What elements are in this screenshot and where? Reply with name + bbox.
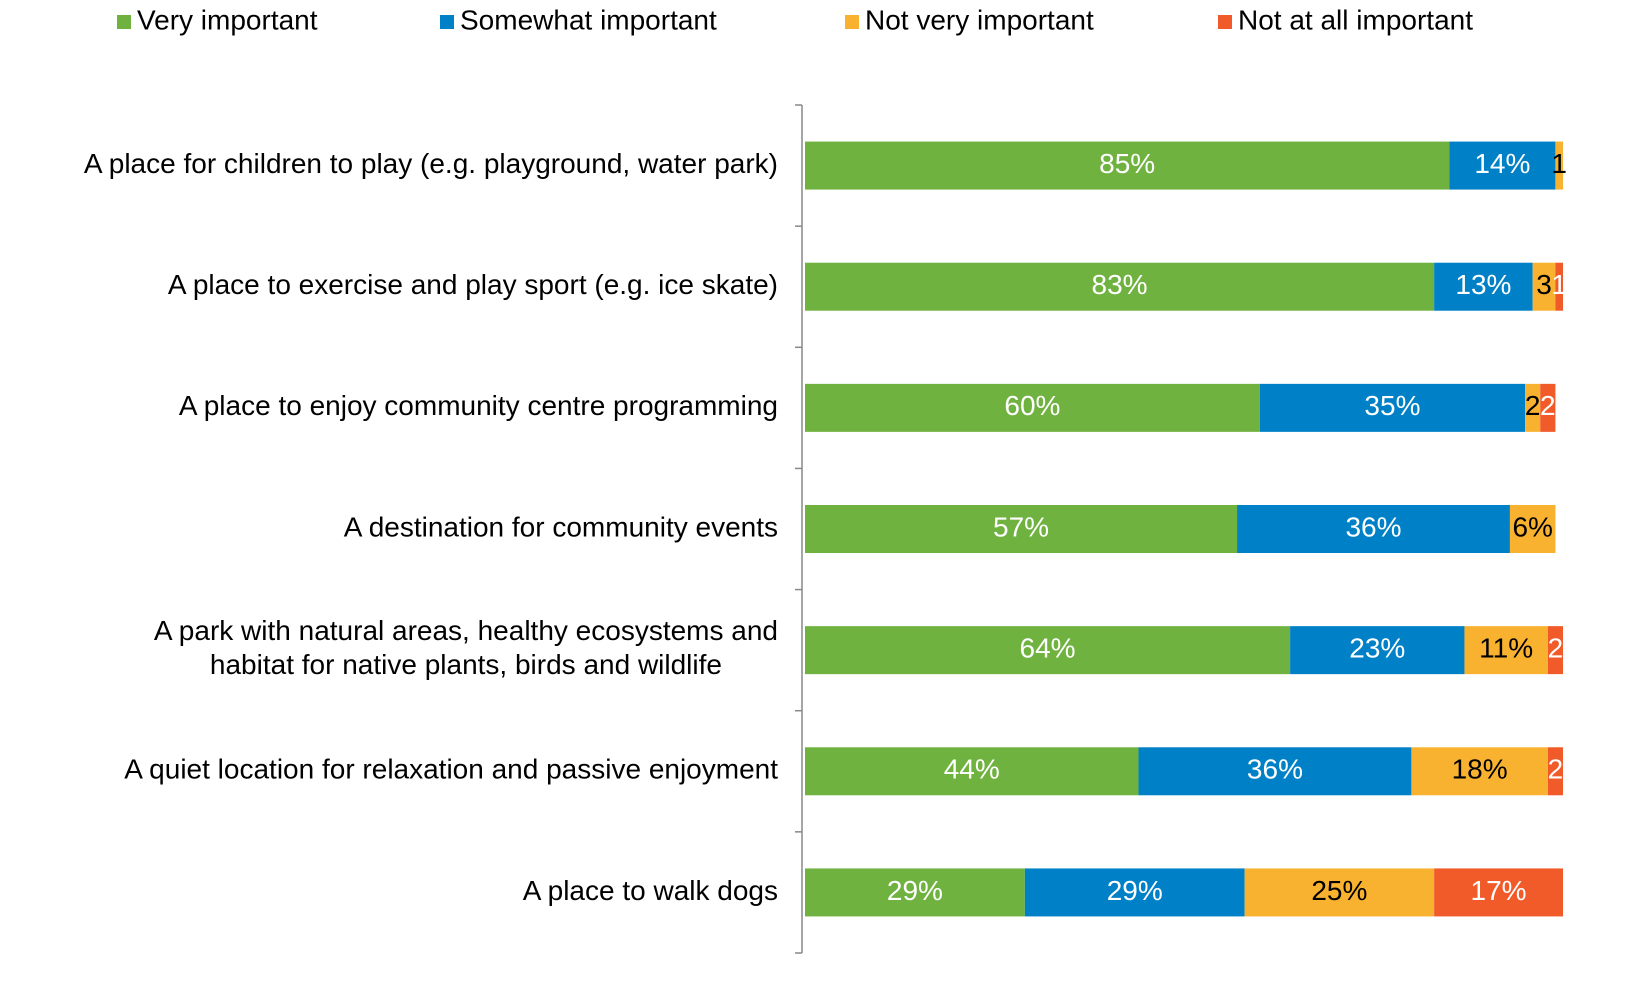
data-label: 2 — [1548, 633, 1564, 664]
data-label: 6% — [1512, 511, 1552, 542]
category-label: A place for children to play (e.g. playg… — [84, 148, 778, 179]
bar-segment — [1547, 626, 1563, 675]
data-label: 2 — [1548, 754, 1564, 785]
bar-segment — [1525, 383, 1541, 432]
bar-segment — [1024, 868, 1245, 917]
legend-swatch — [1218, 15, 1232, 29]
category-label: A park with natural areas, healthy ecosy… — [154, 616, 778, 681]
legend-label: Very important — [137, 4, 318, 35]
data-label: 57% — [993, 511, 1049, 542]
bar-segment — [805, 747, 1139, 796]
data-label: 1 — [1551, 269, 1567, 300]
bar-segment — [1547, 747, 1563, 796]
legend-label: Not at all important — [1238, 4, 1473, 35]
bar-segment — [1434, 262, 1533, 311]
legend-swatch — [440, 15, 454, 29]
bar-segment — [805, 868, 1025, 917]
data-label: 44% — [944, 754, 1000, 785]
bar-segment — [805, 141, 1450, 190]
data-label: 1 — [1551, 148, 1567, 179]
bar-segment — [1244, 868, 1435, 917]
bar-segment — [1555, 262, 1563, 311]
bar-segment — [805, 626, 1291, 675]
bar-segment — [805, 262, 1435, 311]
legend-swatch — [117, 15, 131, 29]
data-label: 2 — [1525, 390, 1541, 421]
bar-segment — [1290, 626, 1465, 675]
data-label: 18% — [1452, 754, 1508, 785]
data-label: 23% — [1349, 633, 1405, 664]
category-label: A place to enjoy community centre progra… — [179, 390, 778, 421]
legend-swatch — [845, 15, 859, 29]
bar-segment — [1434, 868, 1563, 917]
legend-label: Somewhat important — [460, 4, 717, 35]
data-label: 25% — [1311, 875, 1367, 906]
data-label: 35% — [1364, 390, 1420, 421]
bar-segment — [1532, 262, 1556, 311]
data-label: 29% — [1107, 875, 1163, 906]
data-label: 29% — [887, 875, 943, 906]
data-label: 36% — [1345, 511, 1401, 542]
category-label: A destination for community events — [344, 511, 778, 542]
data-label: 83% — [1092, 269, 1148, 300]
bar-segment — [1259, 383, 1526, 432]
data-label: 85% — [1099, 148, 1155, 179]
bar-segment — [1411, 747, 1548, 796]
bar-segment — [1138, 747, 1412, 796]
bar-segment — [1237, 505, 1510, 553]
bar-segment — [805, 505, 1238, 553]
data-label: 17% — [1471, 875, 1527, 906]
category-label: A place to walk dogs — [523, 875, 778, 906]
data-label: 60% — [1004, 390, 1060, 421]
category-label: A quiet location for relaxation and pass… — [124, 754, 778, 785]
bar-segment — [1555, 141, 1563, 190]
data-label: 3 — [1536, 269, 1552, 300]
data-label: 36% — [1247, 754, 1303, 785]
bar-segment — [1509, 505, 1556, 553]
bar-segment — [1540, 383, 1556, 432]
data-label: 2 — [1540, 390, 1556, 421]
bar-segment — [1449, 141, 1556, 190]
bar-segment — [1464, 626, 1548, 675]
bar-segment — [805, 383, 1260, 432]
data-label: 14% — [1474, 148, 1530, 179]
data-label: 64% — [1020, 633, 1076, 664]
data-label: 11% — [1479, 633, 1533, 664]
data-label: 13% — [1455, 269, 1511, 300]
category-label: A place to exercise and play sport (e.g.… — [168, 269, 778, 300]
legend-label: Not very important — [865, 4, 1094, 35]
